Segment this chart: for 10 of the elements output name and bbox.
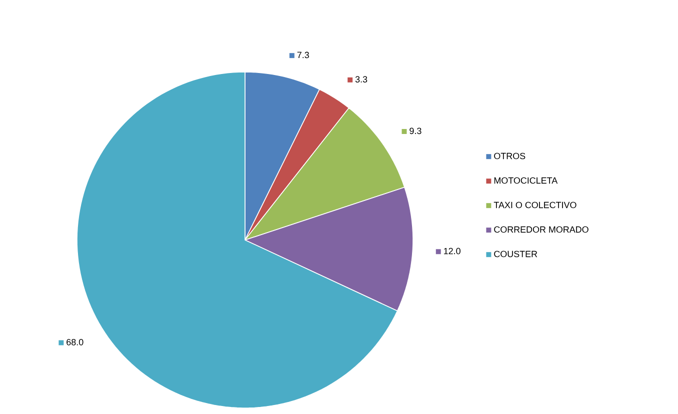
data-label: 7.3: [297, 52, 309, 58]
data-label: 12.0: [444, 248, 460, 254]
legend-label: MOTOCICLETA: [494, 177, 558, 184]
legend-label: OTROS: [494, 152, 526, 160]
legend-label: CORREDOR MORADO: [494, 226, 588, 233]
data-label: 68.0: [66, 338, 84, 346]
data-label: 3.3: [355, 76, 368, 82]
legend-label: TAXI O COLECTIVO: [494, 202, 576, 208]
data-label: 9.3: [410, 128, 422, 134]
legend-label: COUSTER: [494, 250, 538, 258]
